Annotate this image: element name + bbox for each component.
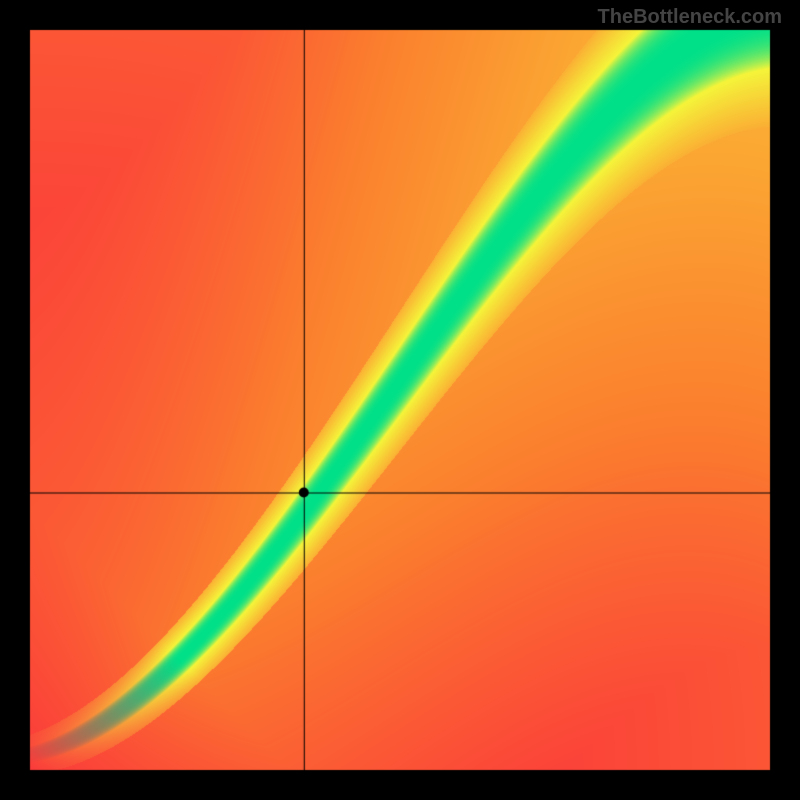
watermark-text: TheBottleneck.com [598, 6, 782, 29]
bottleneck-heatmap [0, 0, 800, 800]
chart-container: TheBottleneck.com [0, 0, 800, 800]
